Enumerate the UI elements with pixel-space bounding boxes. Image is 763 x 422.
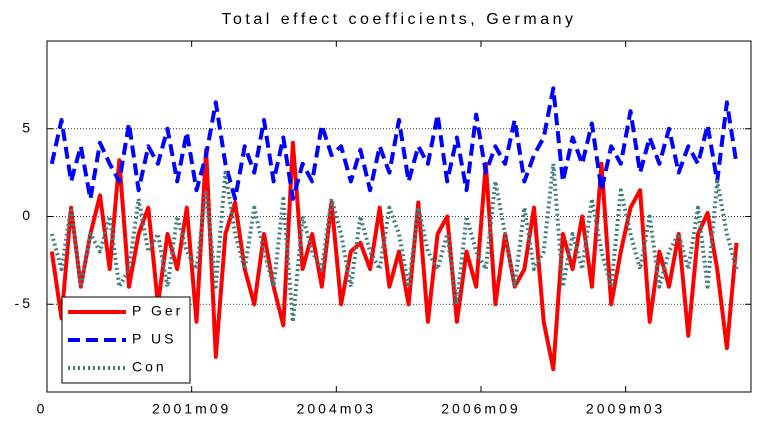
legend-label: P Ger <box>132 303 183 319</box>
legend-label: P US <box>132 331 176 347</box>
series-line <box>49 140 739 372</box>
y-tick-label: 0 <box>22 207 33 223</box>
y-tick-label: 5 <box>22 119 33 135</box>
x-tick-label: 2001m09 <box>152 401 231 417</box>
series-line <box>49 86 739 201</box>
chart-title: Total effect coefficients, Germany <box>222 11 577 28</box>
x-tick-label: 0 <box>37 401 48 417</box>
x-tick-label: 2006m09 <box>441 401 520 417</box>
legend-label: Con <box>132 359 167 375</box>
series-line <box>49 161 739 324</box>
plot-frame <box>46 40 752 393</box>
x-tick-label: 2009m03 <box>586 401 665 417</box>
y-tick-label: -5 <box>15 295 33 311</box>
x-tick-label: 2004m03 <box>297 401 376 417</box>
